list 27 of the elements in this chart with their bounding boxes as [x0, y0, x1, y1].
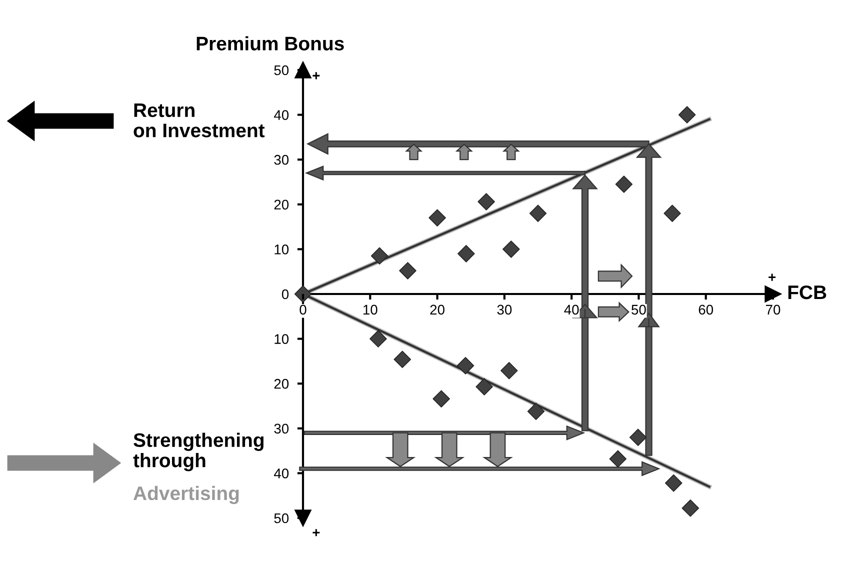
y-tick-label: 30	[274, 154, 289, 165]
y-tick-label: 30	[274, 424, 289, 434]
y-tick-label: 40	[274, 110, 289, 120]
x-tick-label: 20	[430, 304, 444, 315]
y-tick-label: 50	[274, 513, 289, 524]
x-axis-title: FCB	[788, 285, 826, 300]
x-tick-label: 40	[564, 304, 579, 315]
y-tick-label: 0	[282, 289, 289, 300]
y-axis-title: Premium Bonus	[196, 36, 344, 50]
y-tick-label: 20	[274, 200, 289, 210]
x-tick-label: 0	[300, 304, 306, 315]
y-tick-label: 20	[274, 378, 289, 389]
y-tick-label: 10	[274, 334, 289, 344]
text: Return on Investment	[134, 104, 265, 138]
text: Strengthening through	[133, 432, 264, 472]
text: Advertising	[133, 486, 239, 504]
y-tick-label: 10	[274, 244, 289, 254]
x-tick-label: 70	[766, 304, 780, 315]
y-tick-label: 50	[274, 65, 289, 76]
x-tick-label: 60	[698, 304, 714, 315]
x-tick-label: 10	[363, 304, 378, 315]
annotation: +	[768, 274, 776, 281]
x-tick-label: 50	[632, 304, 646, 315]
y-tick-label: 40	[274, 468, 289, 478]
annotation: +	[312, 72, 320, 80]
x-tick-label: 30	[497, 304, 512, 315]
text: +	[312, 529, 320, 536]
